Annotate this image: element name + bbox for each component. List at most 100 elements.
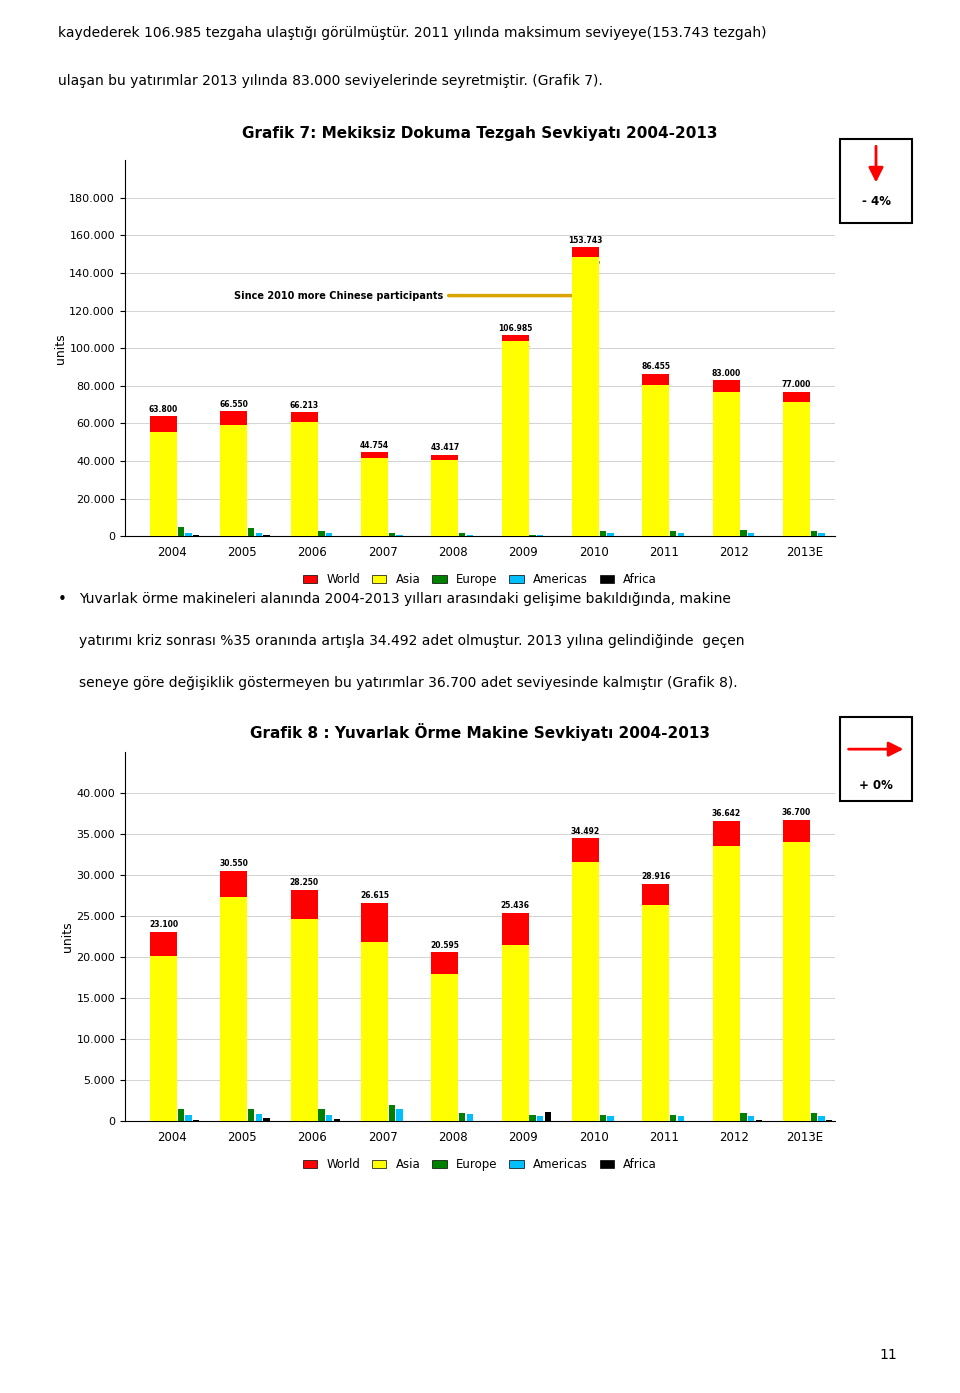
Bar — [318, 531, 324, 536]
Bar — [600, 531, 606, 536]
Bar — [291, 422, 318, 536]
Bar — [713, 820, 739, 1121]
Bar — [713, 391, 739, 536]
Text: 36.700: 36.700 — [781, 808, 811, 818]
Bar — [396, 535, 402, 536]
Bar — [389, 1105, 395, 1121]
Bar — [642, 384, 669, 536]
Bar — [431, 974, 458, 1121]
Bar — [572, 839, 599, 1121]
Bar — [810, 1113, 817, 1121]
Bar — [740, 1113, 747, 1121]
Bar — [756, 1120, 762, 1121]
Text: + 0%: + 0% — [859, 780, 893, 793]
Text: 86.455: 86.455 — [641, 362, 670, 372]
Text: 104.054
(97%): 104.054 (97%) — [501, 344, 530, 357]
Text: 34.000
(93%): 34.000 (93%) — [784, 847, 809, 859]
Text: 24.650
(87%): 24.650 (87%) — [292, 924, 317, 936]
Bar — [818, 534, 825, 536]
Legend: World, Asia, Europe, Americas, Africa: World, Asia, Europe, Americas, Africa — [299, 568, 661, 591]
Text: 106.985: 106.985 — [498, 323, 533, 333]
Text: 26.615: 26.615 — [360, 892, 389, 900]
Bar — [431, 461, 458, 536]
Text: 44.754: 44.754 — [360, 442, 389, 450]
Bar — [502, 944, 529, 1121]
Bar — [678, 534, 684, 536]
Bar — [255, 1114, 262, 1121]
Bar — [818, 1116, 825, 1121]
Bar — [221, 871, 247, 1121]
Bar — [185, 532, 192, 536]
Text: 153.743: 153.743 — [568, 235, 603, 245]
Text: 20.100
(87%): 20.100 (87%) — [151, 961, 176, 974]
Text: 71.610
(93%): 71.610 (93%) — [784, 404, 809, 418]
Bar — [291, 412, 318, 536]
Text: 148.539
(97%): 148.539 (97%) — [571, 259, 600, 273]
Bar — [748, 1116, 755, 1121]
Bar — [608, 534, 613, 536]
Text: 77.000
(93%): 77.000 (93%) — [714, 394, 738, 408]
Bar — [810, 531, 817, 536]
Bar — [263, 1119, 270, 1121]
Y-axis label: units: units — [54, 333, 66, 364]
Text: 80.594
(93%): 80.594 (93%) — [643, 387, 668, 401]
Bar — [502, 912, 529, 1121]
Bar — [150, 417, 177, 536]
Bar — [431, 454, 458, 536]
Bar — [459, 534, 466, 536]
Bar — [361, 942, 388, 1121]
Bar — [221, 411, 247, 536]
Bar — [291, 890, 318, 1121]
Bar — [642, 905, 669, 1121]
Bar — [326, 534, 332, 536]
Bar — [670, 531, 676, 536]
Bar — [334, 1119, 340, 1121]
Bar — [572, 247, 599, 536]
Text: 43.417: 43.417 — [430, 443, 460, 453]
Bar — [467, 535, 473, 536]
Text: •: • — [58, 592, 66, 607]
Text: 66.213: 66.213 — [290, 401, 319, 410]
Text: 20.595: 20.595 — [430, 940, 459, 950]
Bar — [150, 932, 177, 1121]
Text: 28.916: 28.916 — [641, 872, 670, 882]
Text: Grafik 8 : Yuvarlak Örme Makine Sevkiyatı 2004-2013: Grafik 8 : Yuvarlak Örme Makine Sevkiyat… — [250, 723, 710, 741]
Text: 17.946
(87%): 17.946 (87%) — [433, 978, 457, 992]
Bar — [248, 528, 254, 536]
Text: 40.329
(90%): 40.329 (90%) — [433, 464, 457, 476]
Bar — [389, 534, 395, 536]
Text: 36.642: 36.642 — [711, 809, 741, 818]
Text: 28.250: 28.250 — [290, 878, 319, 887]
Text: ulaşan bu yatırımlar 2013 yılında 83.000 seviyelerinde seyretmiştir. (Grafik 7).: ulaşan bu yatırımlar 2013 yılında 83.000… — [58, 74, 602, 88]
Text: 21.551
(84%): 21.551 (84%) — [503, 949, 527, 963]
Text: 33.588
(92%): 33.588 (92%) — [714, 850, 738, 864]
Bar — [529, 535, 536, 536]
Text: 83.000: 83.000 — [711, 369, 741, 378]
Text: 11: 11 — [880, 1347, 898, 1362]
Text: 59.050
(89%): 59.050 (89%) — [222, 428, 246, 442]
Bar — [544, 1112, 551, 1121]
Bar — [193, 1120, 200, 1121]
Bar — [396, 1109, 402, 1121]
Bar — [248, 1109, 254, 1121]
Bar — [572, 862, 599, 1121]
Text: kaydederek 106.985 tezgaha ulaştığı görülmüştür. 2011 yılında maksimum seviyeye(: kaydederek 106.985 tezgaha ulaştığı görü… — [58, 26, 766, 40]
Bar — [783, 843, 810, 1121]
Bar — [783, 820, 810, 1121]
Text: 41.759
(95%): 41.759 (95%) — [362, 461, 387, 474]
Text: seneye göre değişiklik göstermeyen bu yatırımlar 36.700 adet seviyesinde kalmışt: seneye göre değişiklik göstermeyen bu ya… — [79, 676, 737, 690]
Text: 55.650
(87%): 55.650 (87%) — [152, 435, 176, 449]
Bar — [713, 846, 739, 1121]
Text: 21.903
(82%): 21.903 (82%) — [362, 946, 387, 960]
Bar — [713, 380, 739, 536]
Text: 25.436: 25.436 — [501, 901, 530, 910]
Bar — [600, 1114, 606, 1121]
Text: 26.388
(91%): 26.388 (91%) — [643, 910, 668, 922]
Y-axis label: units: units — [60, 922, 74, 951]
Bar — [431, 953, 458, 1121]
Text: 23.100: 23.100 — [149, 919, 178, 929]
Bar — [326, 1114, 332, 1121]
Bar — [642, 885, 669, 1121]
Text: Yuvarlak örme makineleri alanında 2004-2013 yılları arasındaki gelişime bakıldığ: Yuvarlak örme makineleri alanında 2004-2… — [79, 592, 731, 606]
Bar — [185, 1114, 192, 1121]
